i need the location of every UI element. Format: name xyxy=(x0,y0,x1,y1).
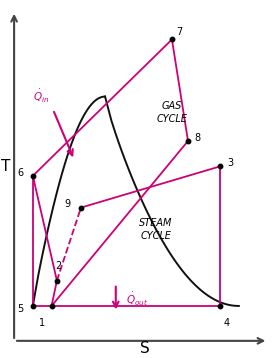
Text: 4: 4 xyxy=(224,318,230,328)
Text: S: S xyxy=(140,341,150,356)
Text: 6: 6 xyxy=(18,168,24,178)
Text: 8: 8 xyxy=(194,133,200,143)
Text: 5: 5 xyxy=(18,304,24,314)
Text: T: T xyxy=(1,159,11,174)
Text: $\dot{Q}_{in}$: $\dot{Q}_{in}$ xyxy=(33,88,49,105)
Text: 7: 7 xyxy=(176,26,183,37)
Text: 9: 9 xyxy=(65,199,71,209)
Text: 3: 3 xyxy=(227,158,233,168)
Text: STEAM
CYCLE: STEAM CYCLE xyxy=(139,218,173,241)
Text: 1: 1 xyxy=(39,318,45,328)
Text: $\dot{Q}_{out}$: $\dot{Q}_{out}$ xyxy=(126,291,148,308)
Text: GAS
CYCLE: GAS CYCLE xyxy=(156,101,187,124)
Text: 2: 2 xyxy=(55,261,61,271)
